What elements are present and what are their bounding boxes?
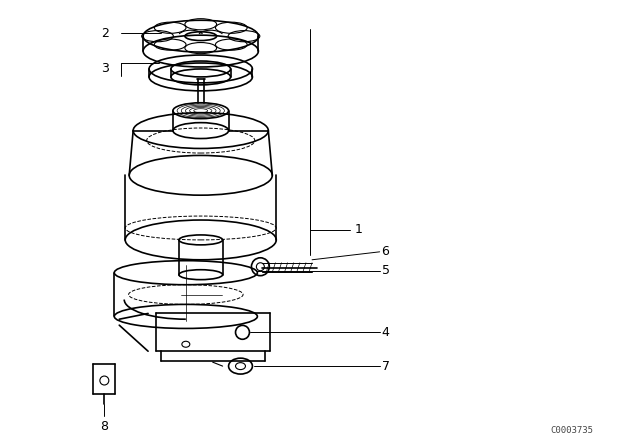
Text: 6: 6	[381, 246, 390, 258]
Text: 5: 5	[381, 264, 390, 277]
Text: 8: 8	[100, 420, 108, 433]
Text: 3: 3	[101, 62, 109, 75]
Text: 7: 7	[381, 360, 390, 373]
Text: 2: 2	[101, 27, 109, 40]
Text: C0003735: C0003735	[550, 426, 593, 435]
Text: 4: 4	[381, 326, 390, 339]
Text: 1: 1	[355, 224, 363, 237]
